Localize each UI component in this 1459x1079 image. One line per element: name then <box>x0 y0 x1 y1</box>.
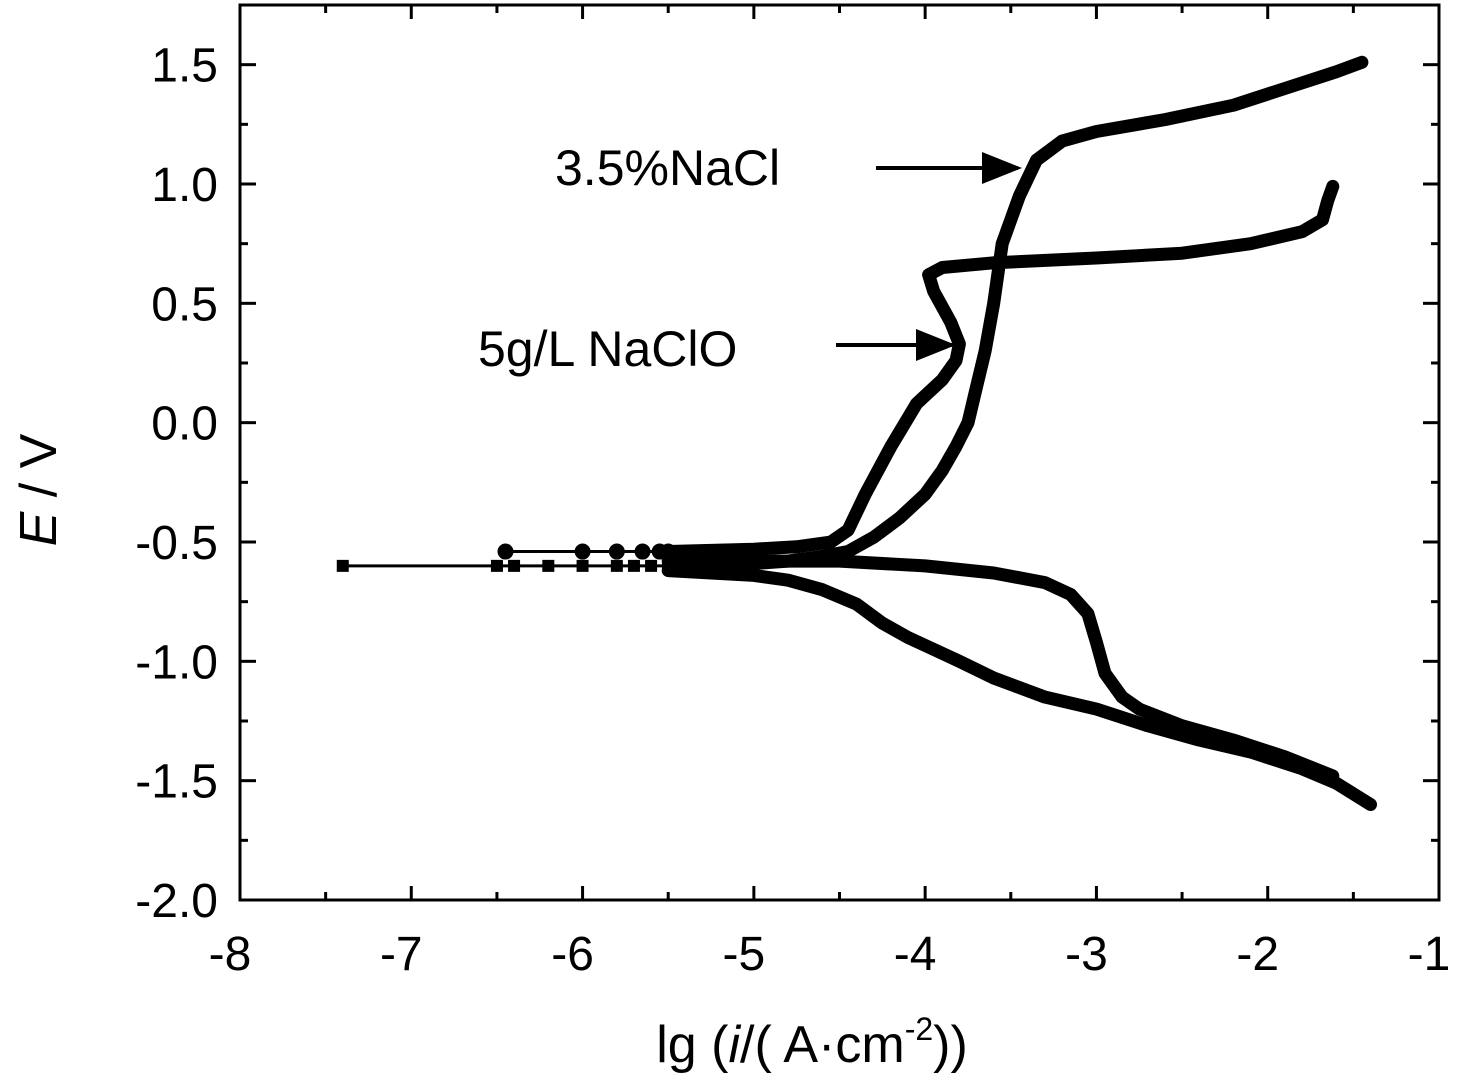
series-nacl-point <box>576 559 589 572</box>
x-tick-label: -1 <box>1408 928 1451 981</box>
series-nacl-cathodic <box>661 564 1377 811</box>
x-tick-label: -6 <box>551 928 594 981</box>
x-tick-label: -7 <box>380 928 423 981</box>
y-tick-label: 0.0 <box>151 398 218 451</box>
x-axis-title-suffix: )) <box>933 1016 968 1074</box>
y-tick-label: -1.0 <box>135 636 218 689</box>
series-nacl-point <box>610 559 623 572</box>
y-tick-label: -1.5 <box>135 756 218 809</box>
x-axis-title-prefix: lg ( <box>656 1016 729 1074</box>
series-naclo-point <box>574 543 591 560</box>
axis-ticks <box>240 5 1439 900</box>
x-tick-label: -3 <box>1065 928 1108 981</box>
series-nacl-anodic <box>661 55 1369 573</box>
y-axis-title: E / V <box>10 433 68 546</box>
x-tick-labels: -8 -7 -6 -5 -4 -3 -2 -1 <box>209 928 1451 981</box>
series-naclo-point <box>660 543 677 560</box>
series-nacl-point <box>490 559 503 572</box>
x-tick-label: -2 <box>1236 928 1279 981</box>
y-tick-label: -2.0 <box>135 875 218 928</box>
plot-frame <box>238 3 1441 902</box>
series-nacl-point <box>627 559 640 572</box>
x-tick-label: -5 <box>723 928 766 981</box>
series-nacl-point <box>542 559 555 572</box>
x-axis-title-sup: -2 <box>905 1011 933 1047</box>
y-axis-title-suffix: / V <box>10 433 68 511</box>
x-axis-title-var: i <box>728 1016 741 1074</box>
series-nacl-point <box>336 559 349 572</box>
series-naclo-point <box>608 543 625 560</box>
series-naclo-point <box>497 543 514 560</box>
x-axis-title-mid: /( A·cm <box>740 1016 905 1074</box>
series-layer <box>336 55 1377 811</box>
x-tick-label: -4 <box>894 928 937 981</box>
y-tick-labels: -2.0 -1.5 -1.0 -0.5 0.0 0.5 1.0 1.5 <box>135 40 218 928</box>
series-naclo-anodic <box>661 179 1340 558</box>
y-axis-title-var: E <box>10 510 68 546</box>
annotation-label-nacl: 3.5%NaCl <box>555 140 780 196</box>
series-nacl-point <box>508 559 521 572</box>
series-naclo-point <box>634 543 651 560</box>
y-tick-label: 1.5 <box>151 40 218 93</box>
x-axis-title: lg (i/( A·cm-2)) <box>656 1011 968 1074</box>
y-tick-label: 1.0 <box>151 159 218 212</box>
series-naclo-cathodic <box>661 554 1340 783</box>
series-nacl-point <box>645 559 658 572</box>
annotation-layer: 3.5%NaCl 5g/L NaClO <box>478 140 1022 377</box>
y-tick-label: 0.5 <box>151 278 218 331</box>
y-tick-label: -0.5 <box>135 517 218 570</box>
annotation-label-naclo: 5g/L NaClO <box>478 321 737 377</box>
x-tick-label: -8 <box>209 928 252 981</box>
